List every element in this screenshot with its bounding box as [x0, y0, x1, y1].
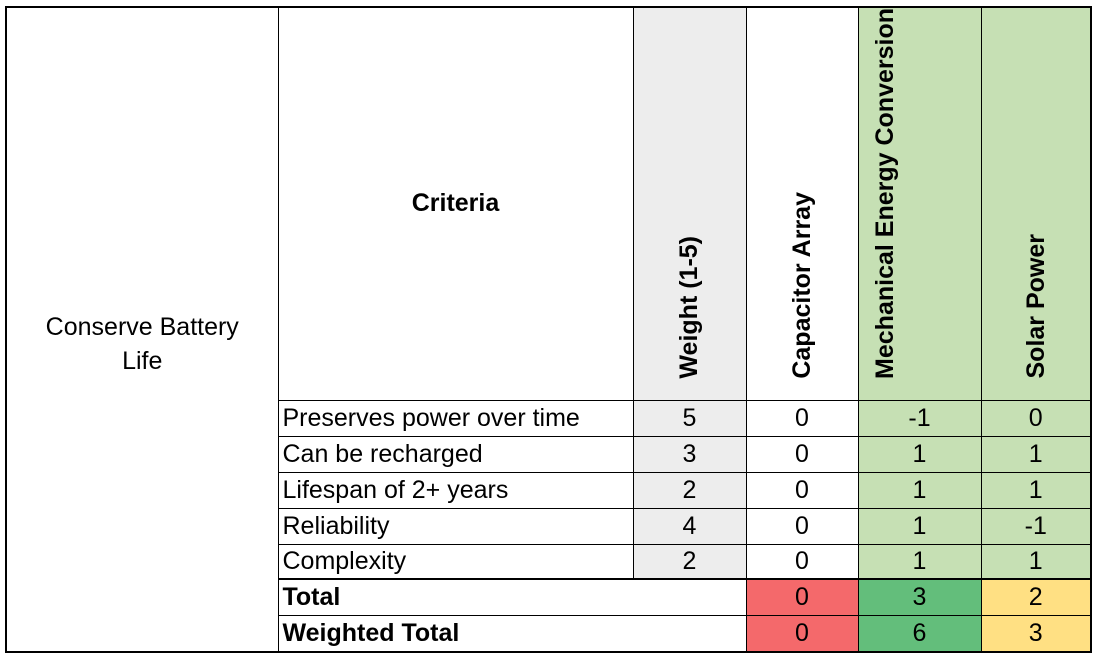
criteria-header-label: Criteria [411, 189, 500, 218]
table-row: Lifespan of 2+ years 2 0 1 1 [6, 471, 1092, 509]
criterion-cell: Complexity [277, 543, 634, 580]
criterion-cell: Can be recharged [277, 435, 634, 473]
capacitor-weighted-total: 0 [745, 614, 859, 653]
decision-matrix: Conserve Battery Life Criteria Weight (1… [5, 5, 1092, 653]
solar-header-label: Solar Power [1021, 234, 1050, 379]
objective-cell: Conserve Battery Life [5, 5, 279, 653]
solar-cell: 1 [980, 543, 1092, 580]
solar-total: 2 [980, 578, 1092, 616]
capacitor-header: Capacitor Array [745, 5, 859, 401]
capacitor-total: 0 [745, 578, 859, 616]
solar-cell: 1 [980, 435, 1092, 473]
weight-cell: 5 [632, 399, 747, 437]
objective-label: Conserve Battery Life [45, 312, 239, 375]
mechanical-header-label: Mechanical Energy Conversion [870, 8, 899, 379]
weight-cell: 2 [632, 471, 747, 509]
table-row: Can be recharged 3 0 1 1 [6, 435, 1092, 473]
capacitor-cell: 0 [745, 543, 859, 580]
mechanical-weighted-total: 6 [857, 614, 982, 653]
mechanical-header: Mechanical Energy Conversion [857, 5, 982, 401]
capacitor-cell: 0 [745, 435, 859, 473]
capacitor-cell: 0 [745, 399, 859, 437]
capacitor-cell: 0 [745, 471, 859, 509]
decision-matrix-table: Conserve Battery Life Criteria Weight (1… [5, 5, 1092, 653]
solar-header: Solar Power [980, 5, 1092, 401]
mechanical-cell: -1 [857, 399, 982, 437]
criterion-cell: Lifespan of 2+ years [277, 471, 634, 509]
mechanical-total: 3 [857, 578, 982, 616]
mechanical-cell: 1 [857, 435, 982, 473]
solar-cell: 1 [980, 471, 1092, 509]
weighted-total-label: Weighted Total [277, 614, 747, 653]
weight-header-label: Weight (1-5) [675, 236, 704, 379]
criteria-header: Criteria [277, 5, 634, 401]
mechanical-cell: 1 [857, 471, 982, 509]
solar-cell: 0 [980, 399, 1092, 437]
criterion-cell: Preserves power over time [277, 399, 634, 437]
capacitor-header-label: Capacitor Array [787, 192, 816, 379]
mechanical-cell: 1 [857, 543, 982, 580]
total-label: Total [277, 578, 747, 616]
weight-header: Weight (1-5) [632, 5, 747, 401]
weight-cell: 3 [632, 435, 747, 473]
weight-cell: 2 [632, 543, 747, 580]
solar-weighted-total: 3 [980, 614, 1092, 653]
